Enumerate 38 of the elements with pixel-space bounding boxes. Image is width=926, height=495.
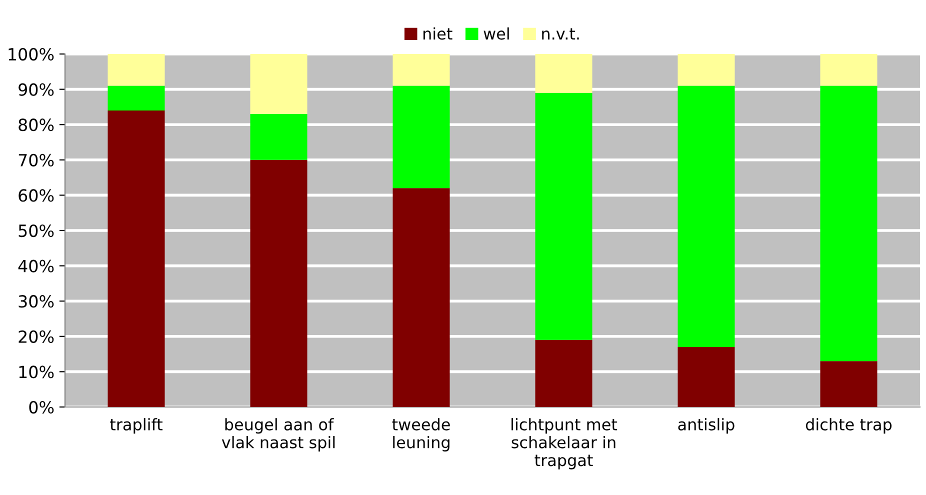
y-tick-label: 100% (8, 48, 54, 61)
y-tick-label: 30% (18, 295, 54, 308)
bar (392, 54, 450, 86)
x-tick-label: traplift (110, 418, 162, 434)
bar (108, 54, 165, 86)
bar (250, 160, 308, 407)
bar (820, 361, 878, 407)
bar (535, 54, 592, 93)
bar (678, 86, 735, 347)
bar (108, 86, 165, 110)
y-tick-label: 10% (19, 366, 54, 378)
x-tick-label: antislip (678, 418, 734, 434)
bar (678, 54, 735, 86)
x-tick-label: tweede leuning (392, 418, 450, 452)
y-tick-label: 20% (18, 330, 54, 343)
legend-label: niet (423, 27, 452, 40)
y-tick-label: 0% (29, 400, 54, 414)
y-tick-label: 50% (18, 224, 54, 238)
bar (392, 86, 450, 188)
bar (678, 346, 735, 407)
bar (535, 92, 592, 340)
bar (250, 114, 308, 160)
x-tick-label: lichtpunt met schakelaar in trapgat (512, 418, 618, 470)
x-tick-label: dichte trap (806, 418, 892, 434)
bar (535, 340, 592, 407)
y-tick-label: 60% (18, 189, 54, 202)
y-tick-label: 70% (18, 154, 54, 166)
bar (820, 54, 878, 86)
legend-label: wel (484, 27, 509, 40)
bar (250, 54, 308, 114)
y-tick-label: 40% (18, 260, 54, 272)
y-tick-label: 80% (18, 118, 54, 132)
legend-label: n.v.t. (542, 28, 579, 40)
bar (392, 188, 450, 407)
bar (108, 110, 165, 407)
bar (820, 86, 878, 362)
y-tick-label: 90% (18, 83, 54, 96)
x-tick-label: beugel aan of vlak naast spil (222, 418, 335, 452)
